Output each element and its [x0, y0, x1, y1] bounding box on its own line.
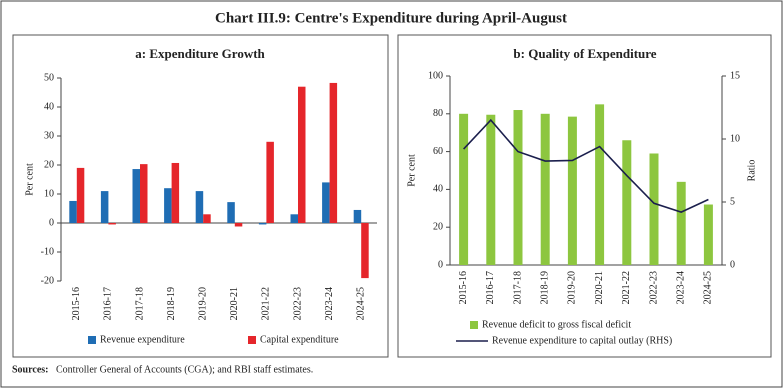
bar	[540, 113, 550, 265]
x-tick-label: 2016-17	[103, 287, 114, 320]
bar	[329, 82, 338, 224]
bar	[132, 169, 140, 223]
legend-label: Revenue deficit to gross fiscal deficit	[482, 319, 631, 330]
x-tick-label: 2021-22	[261, 287, 272, 320]
x-tick-label: 2021-22	[621, 271, 632, 304]
legend-label: Revenue expenditure to capital outlay (R…	[492, 335, 672, 346]
bar	[69, 200, 77, 223]
x-tick-label: 2018-19	[166, 287, 177, 320]
x-tick-label: 2020-21	[594, 271, 605, 304]
x-tick-label: 2016-17	[485, 271, 496, 304]
x-tick-label: 2017-18	[512, 271, 523, 304]
bar	[234, 223, 243, 227]
x-tick-label: 2024-25	[703, 271, 714, 304]
bar	[258, 223, 267, 225]
panel-frame	[12, 34, 389, 358]
panel-frame	[397, 34, 772, 358]
y-tick-label: 40	[433, 184, 443, 195]
source-label: Sources:	[12, 364, 48, 375]
x-tick-label: 2022-23	[648, 271, 659, 304]
y-tick-label: 20	[44, 159, 54, 170]
legend-label: Revenue expenditure	[100, 334, 185, 345]
legend-swatch	[88, 336, 96, 344]
y-axis-label: Per cent	[24, 163, 35, 196]
bar	[195, 191, 204, 223]
x-tick-label: 2015-16	[71, 287, 82, 320]
bar	[353, 209, 362, 223]
line	[463, 118, 709, 213]
y-tick-label: 50	[44, 72, 54, 83]
bar	[100, 191, 109, 223]
y-tick-label: 30	[44, 130, 54, 141]
y2-axis-label: Ratio	[746, 160, 757, 182]
bar	[164, 188, 172, 223]
bar	[227, 202, 235, 223]
x-tick-label: 2017-18	[134, 287, 145, 320]
bar	[361, 223, 369, 279]
bar	[298, 86, 306, 223]
y-tick-label: 100	[428, 70, 443, 81]
y-tick-label: -10	[41, 246, 54, 257]
bar	[140, 164, 148, 223]
bar	[567, 116, 577, 265]
panel-title: a: Expenditure Growth	[135, 46, 265, 61]
bar	[622, 140, 632, 265]
bar	[76, 167, 85, 223]
bar	[108, 223, 116, 225]
x-tick-label: 2018-19	[539, 271, 550, 304]
bar	[513, 110, 523, 266]
bar	[203, 214, 211, 223]
x-tick-label: 2019-20	[567, 271, 578, 304]
bar	[595, 104, 605, 265]
bar	[266, 141, 274, 223]
bar	[171, 162, 180, 223]
y-axis-label: Per cent	[406, 154, 417, 187]
bar	[486, 114, 496, 266]
bar	[676, 181, 686, 265]
x-tick-label: 2022-23	[292, 287, 303, 320]
legend-label: Capital expenditure	[260, 334, 339, 345]
panel-title: b: Quality of Expenditure	[513, 46, 656, 61]
x-tick-label: 2019-20	[197, 287, 208, 320]
y-tick-label: 0	[438, 259, 443, 270]
legend-swatch	[470, 321, 478, 329]
bar	[703, 204, 713, 265]
y-tick-label: 40	[44, 101, 54, 112]
y2-tick-label: 15	[730, 70, 740, 81]
y2-tick-label: 0	[730, 259, 735, 270]
chart-title: Chart III.9: Centre's Expenditure during…	[215, 10, 567, 26]
source-text: Controller General of Accounts (CGA); an…	[56, 364, 313, 375]
legend-swatch	[248, 336, 256, 344]
x-tick-label: 2024-25	[355, 287, 366, 320]
x-tick-label: 2023-24	[324, 287, 335, 320]
y-tick-label: 10	[44, 188, 54, 199]
y2-tick-label: 5	[730, 196, 735, 207]
x-tick-label: 2020-21	[229, 287, 240, 320]
bar	[649, 153, 659, 265]
bar	[290, 214, 298, 223]
x-tick-label: 2015-16	[458, 271, 469, 304]
y-tick-label: -20	[41, 275, 54, 286]
y-tick-label: 0	[49, 217, 54, 228]
y2-tick-label: 10	[730, 133, 740, 144]
bar	[322, 182, 330, 223]
y-tick-label: 60	[433, 146, 443, 157]
x-tick-label: 2023-24	[675, 271, 686, 304]
bar	[459, 113, 469, 265]
y-tick-label: 20	[433, 221, 443, 232]
y-tick-label: 80	[433, 108, 443, 119]
